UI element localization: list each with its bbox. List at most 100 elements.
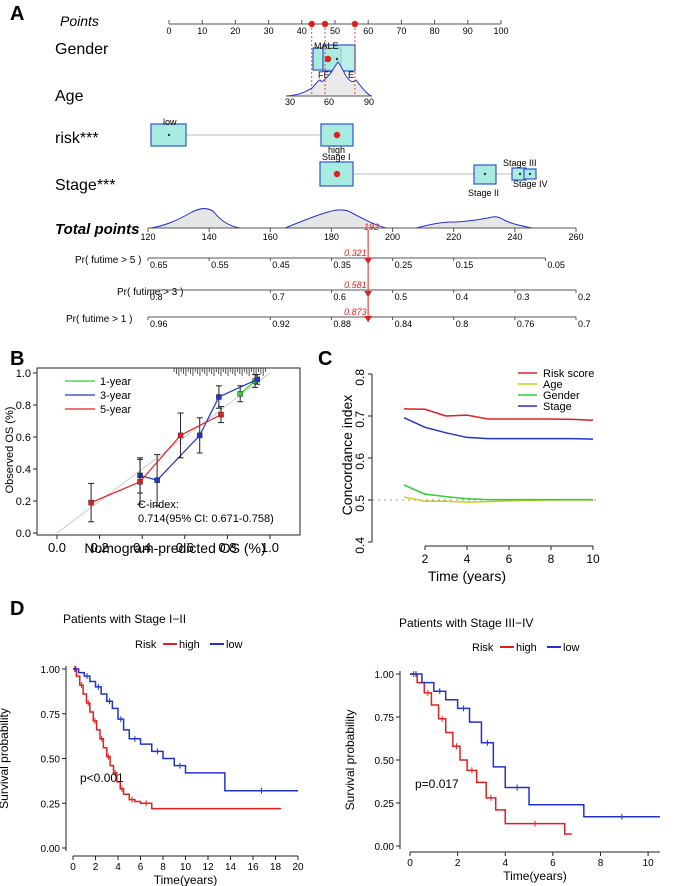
km-x-tick-label: 14 — [225, 862, 237, 873]
km-x-tick-label: 10 — [180, 862, 192, 873]
km-curve-low — [410, 673, 660, 818]
km-x-tick-label: 0 — [407, 858, 413, 869]
calibration-x-tick-label: 0.2 — [91, 540, 109, 555]
km-curve-high — [73, 668, 282, 810]
probability-axis-label: Pr( futime > 5 ) — [75, 255, 141, 266]
points-tick-label: 10 — [197, 26, 207, 36]
gender-label: Gender — [55, 41, 109, 58]
stage-iii-text: Stage III — [503, 158, 537, 168]
km-ylabel: Survival probability — [343, 710, 357, 811]
total-tick-label: 240 — [507, 232, 522, 242]
panel-label-c: C — [318, 348, 332, 370]
total-tick-label: 220 — [446, 232, 461, 242]
calibration-legend-label: 3-year — [100, 390, 132, 402]
km-y-tick-label: 0.00 — [375, 842, 395, 853]
concordance-x-tick-label: 6 — [506, 552, 513, 566]
panel-b: B 0.0 0.2 0.4 0.6 0.8 1.0 0.0 0.2 0.4 0.6 0.8 1.0 1-… — [4, 348, 301, 556]
km-legend-label: low — [563, 642, 580, 654]
probability-tick-label: 0.6 — [333, 292, 346, 302]
km-y-tick-label: 1.00 — [375, 670, 395, 681]
points-tick-label: 80 — [430, 26, 440, 36]
age-tick-30: 30 — [285, 97, 295, 107]
calibration-y-tick-label: 0.6 — [16, 432, 31, 444]
panel-c: C 2 4 6 8 10 0.4 0.5 0.6 0.7 0.8 Risk scoreAgeGend… — [318, 348, 600, 584]
calibration-point — [177, 432, 184, 439]
points-tick-label: 0 — [166, 26, 171, 36]
probability-arrow-head — [364, 316, 373, 322]
total-density-mode-1 — [149, 208, 241, 229]
concordance-legend-label: Risk score — [543, 368, 594, 380]
points-axis-label: Points — [60, 13, 99, 29]
km-x-tick-label: 6 — [550, 858, 556, 869]
panel-d: D Patients with Stage I−II Patients with… — [0, 598, 660, 886]
stage-label: Stage*** — [55, 177, 116, 194]
calibration-x-tick-label: 0.4 — [133, 540, 151, 555]
km-curve-high — [410, 673, 572, 835]
km-legend-label: low — [226, 639, 243, 651]
probability-tick-label: 0.7 — [272, 292, 285, 302]
calibration-plot: 0.0 0.2 0.4 0.6 0.8 1.0 0.0 0.2 0.4 0.6 0.8 1.0 1-ye… — [16, 367, 301, 555]
concordance-y-tick-label: 0.5 — [353, 495, 367, 512]
km-x-tick-label: 18 — [270, 862, 282, 873]
km-xlabel: Time(years) — [503, 869, 567, 883]
calibration-point — [218, 411, 224, 418]
probability-tick-label: 0.3 — [517, 292, 530, 302]
total-points-axis: 120 140 160 180 200 220 240 260 — [140, 227, 584, 242]
total-tick-label: 140 — [202, 232, 217, 242]
probability-arrow-head — [364, 291, 373, 297]
probability-tick-label: 0.65 — [150, 260, 168, 270]
points-axis: 0 10 20 30 40 50 60 70 80 90 100 — [166, 20, 509, 36]
risk-high-text: high — [328, 145, 345, 155]
stage-ii-dot — [483, 172, 487, 176]
calibration-ideal-line — [56, 372, 271, 534]
probability-tick-label: 0.05 — [547, 260, 565, 270]
gender-male-text: MALE — [314, 41, 339, 51]
probability-value: 0.321 — [344, 248, 367, 258]
panel-label-d: D — [10, 598, 24, 620]
risk-low-dot — [167, 133, 171, 137]
km-x-tick-label: 0 — [70, 862, 76, 873]
risk-variable: low high — [150, 117, 354, 155]
stage-selected-point — [333, 170, 341, 178]
total-tick-label: 200 — [385, 232, 400, 242]
age-variable: 30 60 90 — [285, 61, 374, 107]
calibration-y-tick-label: 1.0 — [16, 368, 31, 380]
concordance-y-tick-label: 0.4 — [353, 537, 367, 554]
calibration-line-5-year — [90, 414, 222, 504]
probability-value: 0.581 — [344, 280, 367, 290]
probability-value: 0.873 — [344, 307, 367, 317]
km-y-tick-label: 0.25 — [375, 799, 395, 810]
km-x-tick-label: 6 — [138, 862, 144, 873]
probability-tick-label: 0.55 — [211, 260, 229, 270]
concordance-x-tick-label: 10 — [586, 552, 600, 566]
km1-title: Patients with Stage I−II — [63, 612, 186, 626]
c-index-title: C-index: — [138, 499, 179, 511]
km-legend-label: high — [179, 639, 200, 651]
km-x-tick-label: 8 — [160, 862, 166, 873]
points-tick-label: 20 — [230, 26, 240, 36]
points-tick-label: 70 — [396, 26, 406, 36]
probability-tick-label: 0.35 — [333, 260, 351, 270]
calibration-point — [137, 479, 143, 485]
age-label: Age — [55, 88, 84, 105]
calibration-xlabel: Nomogram-predicted OS (%) — [84, 540, 265, 556]
probability-tick-label: 0.45 — [272, 260, 290, 270]
total-density — [149, 208, 533, 229]
gender-center-dot — [335, 57, 339, 61]
age-tick-60: 60 — [324, 97, 334, 107]
total-tick-label: 180 — [324, 232, 339, 242]
points-selected-marker — [308, 20, 315, 28]
km-legend-title: Risk — [135, 639, 157, 651]
c-index-value: 0.714(95% CI: 0.671-0.758) — [138, 513, 274, 525]
points-tick-label: 100 — [493, 26, 508, 36]
calibration-point — [196, 432, 203, 439]
concordance-plot: 2 4 6 8 10 0.4 0.5 0.6 0.7 0.8 Risk scoreAgeGender… — [353, 368, 600, 566]
probability-tick-label: 0.2 — [578, 292, 591, 302]
panel-label-a: A — [10, 3, 24, 25]
concordance-x-tick-label: 8 — [548, 552, 555, 566]
probability-arrow-head — [364, 258, 373, 264]
calibration-legend-label: 5-year — [100, 404, 132, 416]
probability-tick-label: 0.4 — [456, 292, 469, 302]
stage-iv-dot — [528, 172, 532, 176]
probability-tick-label: 0.96 — [150, 319, 168, 329]
